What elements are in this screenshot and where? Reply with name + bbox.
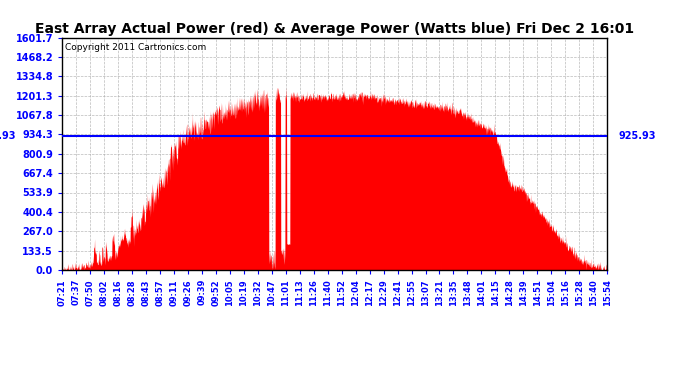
Text: 925.93: 925.93 xyxy=(618,130,656,141)
Title: East Array Actual Power (red) & Average Power (Watts blue) Fri Dec 2 16:01: East Array Actual Power (red) & Average … xyxy=(35,22,634,36)
Text: 925.93: 925.93 xyxy=(0,130,16,141)
Text: Copyright 2011 Cartronics.com: Copyright 2011 Cartronics.com xyxy=(65,44,206,52)
